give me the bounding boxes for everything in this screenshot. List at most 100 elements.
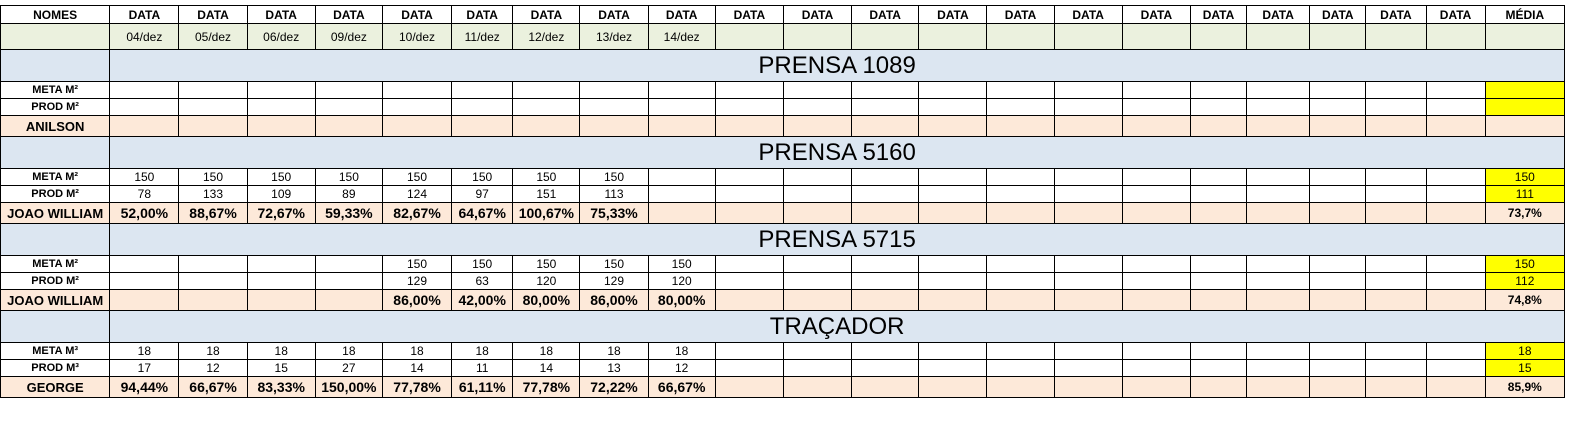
row-label[interactable]: PROD M²: [0, 98, 111, 116]
value-cell[interactable]: [579, 98, 649, 116]
date-cell[interactable]: [1309, 23, 1367, 50]
value-cell[interactable]: [1309, 289, 1367, 311]
value-cell[interactable]: 150: [178, 168, 248, 186]
header-data-cell[interactable]: DATA: [451, 5, 514, 24]
average-cell[interactable]: 85,9%: [1484, 376, 1566, 398]
value-cell[interactable]: [109, 98, 180, 116]
value-cell[interactable]: [109, 255, 180, 273]
value-cell[interactable]: 64,67%: [451, 202, 514, 224]
value-cell[interactable]: 18: [246, 342, 316, 360]
value-cell[interactable]: [314, 115, 383, 137]
date-cell[interactable]: 12/dez: [512, 23, 581, 50]
value-cell[interactable]: 18: [314, 342, 383, 360]
value-cell[interactable]: [918, 81, 988, 99]
value-cell[interactable]: [109, 272, 180, 290]
value-cell[interactable]: 77,78%: [381, 376, 453, 398]
header-data-cell[interactable]: DATA: [314, 5, 383, 24]
value-cell[interactable]: [851, 81, 920, 99]
date-cell[interactable]: [1425, 23, 1486, 50]
value-cell[interactable]: [782, 115, 853, 137]
value-cell[interactable]: 12: [647, 359, 716, 377]
date-cell[interactable]: 09/dez: [314, 23, 383, 50]
value-cell[interactable]: [714, 376, 784, 398]
value-cell[interactable]: [1053, 272, 1123, 290]
date-cell[interactable]: [714, 23, 784, 50]
value-cell[interactable]: [986, 185, 1055, 203]
value-cell[interactable]: [986, 376, 1055, 398]
value-cell[interactable]: [451, 115, 514, 137]
value-cell[interactable]: 94,44%: [109, 376, 180, 398]
value-cell[interactable]: [918, 289, 988, 311]
value-cell[interactable]: [1189, 115, 1248, 137]
value-cell[interactable]: [1425, 185, 1486, 203]
value-cell[interactable]: [1053, 289, 1123, 311]
value-cell[interactable]: [1365, 185, 1427, 203]
value-cell[interactable]: [1309, 376, 1367, 398]
date-cell[interactable]: 14/dez: [647, 23, 716, 50]
value-cell[interactable]: [918, 115, 988, 137]
value-cell[interactable]: [1121, 98, 1191, 116]
value-cell[interactable]: [782, 185, 853, 203]
value-cell[interactable]: [647, 115, 716, 137]
row-label[interactable]: META M²: [0, 168, 111, 186]
value-cell[interactable]: [986, 98, 1055, 116]
date-cell[interactable]: 05/dez: [178, 23, 248, 50]
value-cell[interactable]: 11: [451, 359, 514, 377]
value-cell[interactable]: [1189, 289, 1248, 311]
value-cell[interactable]: [918, 185, 988, 203]
value-cell[interactable]: [918, 202, 988, 224]
value-cell[interactable]: 86,00%: [381, 289, 453, 311]
date-cell[interactable]: [1121, 23, 1191, 50]
row-label[interactable]: JOAO WILLIAM: [0, 289, 111, 311]
value-cell[interactable]: 150: [451, 255, 514, 273]
value-cell[interactable]: [1053, 376, 1123, 398]
row-label[interactable]: META M³: [0, 342, 111, 360]
value-cell[interactable]: [178, 255, 248, 273]
value-cell[interactable]: [1309, 202, 1367, 224]
value-cell[interactable]: [714, 98, 784, 116]
date-cell[interactable]: [782, 23, 853, 50]
header-data-cell[interactable]: DATA: [1053, 5, 1123, 24]
value-cell[interactable]: [1425, 98, 1486, 116]
value-cell[interactable]: [1365, 342, 1427, 360]
value-cell[interactable]: 150: [579, 168, 649, 186]
date-cell[interactable]: 04/dez: [109, 23, 180, 50]
value-cell[interactable]: 72,67%: [246, 202, 316, 224]
value-cell[interactable]: 100,67%: [512, 202, 581, 224]
value-cell[interactable]: [1053, 255, 1123, 273]
value-cell[interactable]: [109, 115, 180, 137]
value-cell[interactable]: 52,00%: [109, 202, 180, 224]
average-cell[interactable]: [1484, 81, 1566, 99]
header-data-cell[interactable]: DATA: [647, 5, 716, 24]
value-cell[interactable]: [1309, 185, 1367, 203]
value-cell[interactable]: [782, 255, 853, 273]
value-cell[interactable]: [1365, 202, 1427, 224]
value-cell[interactable]: 86,00%: [579, 289, 649, 311]
header-data-cell[interactable]: DATA: [1425, 5, 1486, 24]
average-cell[interactable]: 18: [1484, 342, 1566, 360]
value-cell[interactable]: [714, 272, 784, 290]
value-cell[interactable]: 12: [178, 359, 248, 377]
value-cell[interactable]: 18: [512, 342, 581, 360]
value-cell[interactable]: [986, 202, 1055, 224]
value-cell[interactable]: 150: [246, 168, 316, 186]
value-cell[interactable]: [918, 168, 988, 186]
value-cell[interactable]: [714, 168, 784, 186]
section-title[interactable]: PRENSA 5715: [109, 223, 1565, 256]
row-label[interactable]: META M²: [0, 255, 111, 273]
section-title[interactable]: TRAÇADOR: [109, 310, 1565, 343]
value-cell[interactable]: [1246, 272, 1311, 290]
header-data-cell[interactable]: DATA: [512, 5, 581, 24]
value-cell[interactable]: 13: [579, 359, 649, 377]
value-cell[interactable]: [1189, 98, 1248, 116]
value-cell[interactable]: [1053, 202, 1123, 224]
date-cell[interactable]: [918, 23, 988, 50]
value-cell[interactable]: [1425, 115, 1486, 137]
value-cell[interactable]: [1425, 342, 1486, 360]
value-cell[interactable]: 63: [451, 272, 514, 290]
value-cell[interactable]: [851, 168, 920, 186]
value-cell[interactable]: [1365, 255, 1427, 273]
value-cell[interactable]: [1425, 272, 1486, 290]
value-cell[interactable]: [851, 289, 920, 311]
average-cell[interactable]: 150: [1484, 168, 1566, 186]
